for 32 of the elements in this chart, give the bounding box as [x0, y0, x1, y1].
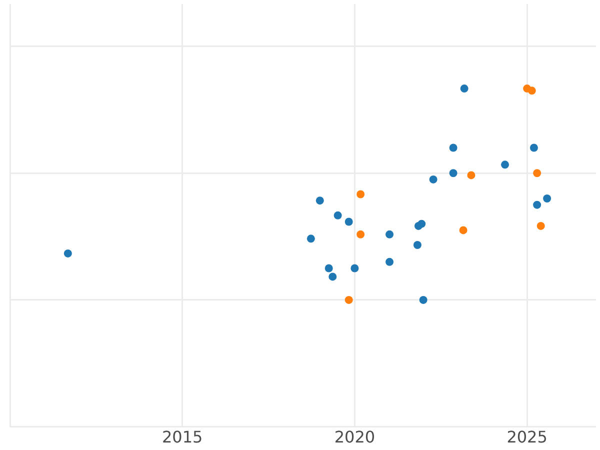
- point: [530, 144, 538, 152]
- x-tick-label: 2020: [334, 428, 376, 447]
- point: [356, 190, 365, 198]
- point: [344, 296, 353, 304]
- point: [316, 196, 324, 205]
- point: [419, 296, 428, 304]
- point: [533, 169, 542, 178]
- point: [64, 249, 72, 258]
- point: [386, 230, 394, 238]
- point: [324, 264, 333, 272]
- point: [386, 258, 394, 266]
- point: [418, 220, 426, 228]
- point: [328, 272, 337, 281]
- point: [500, 160, 509, 169]
- point: [356, 230, 365, 238]
- point: [449, 144, 458, 152]
- point: [467, 171, 476, 180]
- point: [350, 264, 359, 272]
- x-tick-label: 2025: [506, 428, 548, 447]
- point: [429, 175, 438, 184]
- point: [460, 84, 468, 93]
- point: [543, 194, 552, 202]
- point: [449, 169, 458, 178]
- point: [306, 234, 315, 243]
- point: [459, 226, 468, 234]
- point: [344, 218, 353, 226]
- point: [413, 240, 422, 249]
- point: [533, 200, 542, 209]
- x-tick-label: 2015: [162, 428, 203, 447]
- point: [528, 86, 536, 95]
- point: [334, 211, 342, 220]
- point: [536, 222, 545, 230]
